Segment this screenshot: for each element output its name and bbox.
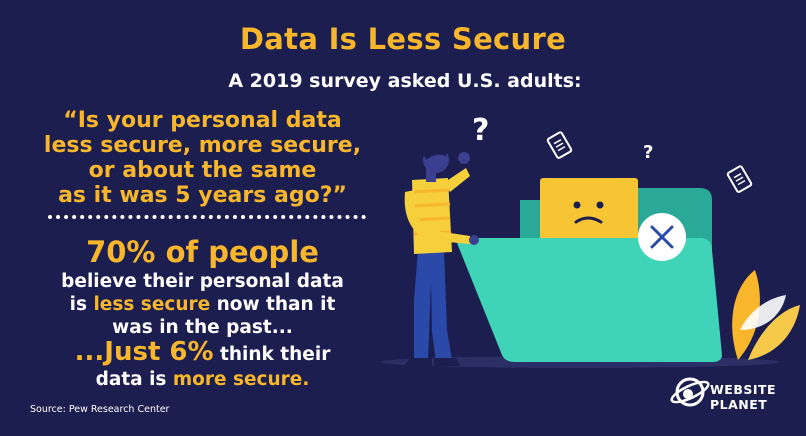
stat-line: ...Just 6% think their [30,337,375,367]
stat-highlight: less secure [93,294,211,315]
stat-line: data is more secure. [30,367,375,392]
document-icon [546,131,573,159]
close-icon [638,213,686,261]
logo-line: WEBSITE [710,382,777,397]
stat-line: was in the past... [112,317,293,338]
question-mark-icon: ? [472,113,489,148]
sad-face-icon [540,178,638,256]
stat-highlight: more secure. [172,369,310,390]
question-line: or about the same [88,158,317,183]
stat-line: is less secure now than it [30,293,375,316]
stat-headline-2: ...Just 6% [74,337,214,367]
person [404,146,479,366]
stat-text: data is [95,369,173,390]
logo-line: PLANET [710,397,768,412]
second-stat: ...Just 6% think their data is more secu… [30,337,375,392]
page-title: Data Is Less Secure [239,22,567,56]
leaf-icon [732,270,800,360]
folder-front [455,238,722,362]
document-icon [726,165,753,193]
stat-description: believe their personal data is less secu… [30,270,375,339]
stat-text: think their [213,344,331,365]
question-line: as it was 5 years ago?” [58,183,347,208]
dotted-divider [48,215,366,219]
source-credit: Source: Pew Research Center [30,404,170,415]
question-mark-icon: ? [643,142,653,163]
question-line: less secure, more secure, [43,133,362,158]
stat-line: believe their personal data [61,271,344,292]
stat-text: now than it [210,294,336,315]
stat-headline: 70% of people [86,235,319,269]
stat-text: is [69,294,94,315]
question-line: “Is your personal data [63,108,342,133]
logo-text: WEBSITE PLANET [710,382,776,412]
survey-question: “Is your personal data less secure, more… [30,108,375,208]
subtitle: A 2019 survey asked U.S. adults: [228,70,582,92]
website-planet-logo-icon [670,377,710,407]
